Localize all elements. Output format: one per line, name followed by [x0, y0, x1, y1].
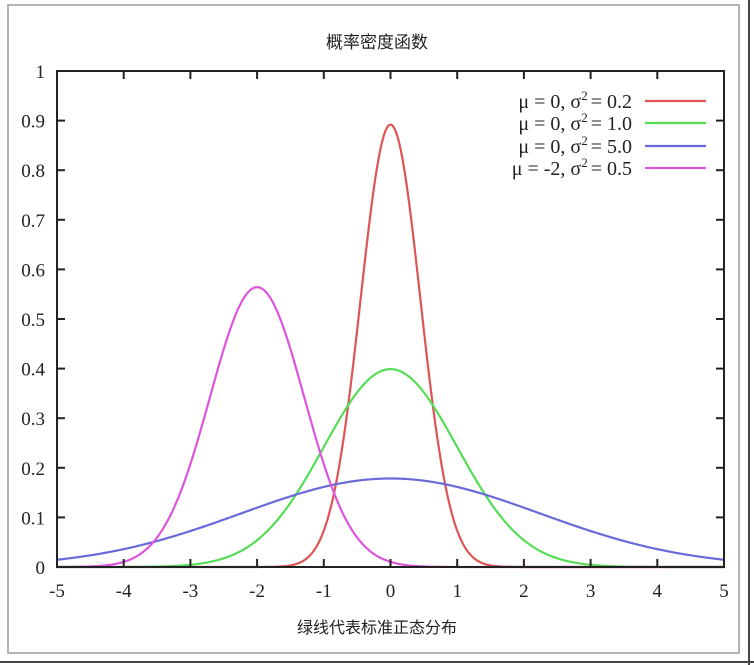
frame-edge-right — [748, 0, 754, 665]
x-tick-label: 2 — [519, 581, 529, 602]
curves-group — [56, 123, 725, 569]
chart-title: 概率密度函数 — [326, 33, 428, 53]
legend-label-3: μ = 0, σ2 = 5.0 — [518, 133, 632, 158]
x-tick-label: -4 — [116, 581, 132, 602]
x-tick-label: 0 — [386, 581, 396, 602]
x-tick-label: 4 — [653, 581, 663, 602]
legend-label-1: μ = 0, σ2 = 0.2 — [518, 88, 632, 113]
y-tick-label: 0 — [36, 558, 46, 579]
y-tick-label: 1 — [36, 62, 46, 83]
series-line-1 — [57, 123, 724, 569]
y-tick-label: 0.2 — [21, 459, 45, 480]
y-tick-label: 0.7 — [21, 211, 45, 232]
x-axis: -5 -4 -3 -2 -1 0 1 2 3 4 5 — [49, 71, 729, 602]
series-line-4 — [56, 286, 724, 569]
x-axis-label: 绿线代表标准正态分布 — [296, 618, 457, 637]
x-tick-label: -3 — [182, 581, 198, 602]
y-tick-label: 0.9 — [21, 112, 45, 133]
x-tick-label: 1 — [452, 581, 462, 602]
x-tick-label: 5 — [719, 581, 729, 602]
legend: μ = 0, σ2 = 0.2μ = 0, σ2 = 1.0μ = 0, σ2 … — [512, 88, 706, 180]
y-tick-label: 0.4 — [21, 360, 45, 381]
y-tick-label: 0.8 — [21, 161, 45, 182]
x-tick-label: -2 — [249, 581, 265, 602]
legend-label-4: μ = -2, σ2 = 0.5 — [512, 155, 632, 180]
y-axis: 0 0.1 0.2 0.3 0.4 0.5 0.6 0.7 0.8 0.9 1 — [21, 62, 724, 579]
series-line-3 — [56, 477, 725, 561]
y-tick-label: 0.1 — [21, 508, 45, 529]
y-tick-label: 0.5 — [21, 310, 45, 331]
y-tick-label: 0.3 — [21, 409, 45, 430]
frame-edge-bottom — [0, 661, 754, 665]
legend-label-2: μ = 0, σ2 = 1.0 — [518, 110, 632, 135]
x-tick-label: -5 — [49, 581, 65, 602]
y-tick-label: 0.6 — [21, 260, 45, 281]
figure-frame — [7, 4, 740, 654]
x-tick-label: 3 — [586, 581, 596, 602]
x-tick-label: -1 — [316, 581, 332, 602]
